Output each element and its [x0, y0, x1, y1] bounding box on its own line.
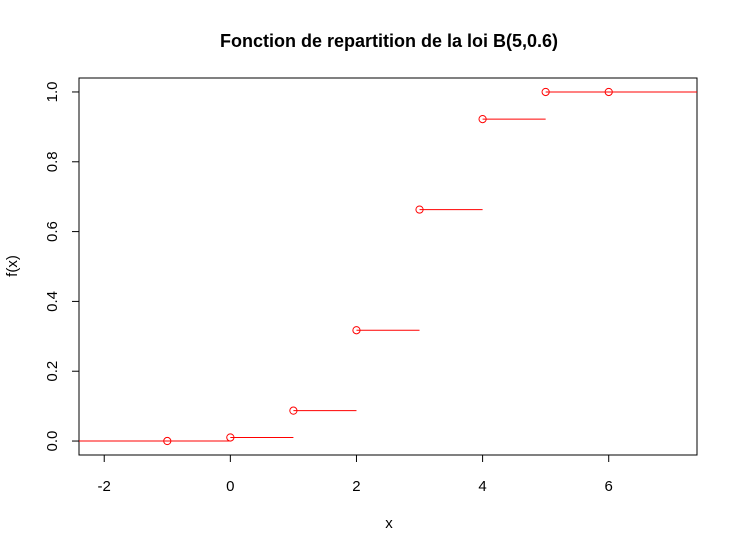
y-tick-label: 0.4	[44, 291, 61, 312]
x-axis: -2 0 2 4 6	[98, 454, 613, 495]
x-tick-label: -2	[98, 478, 111, 495]
plot-frame	[78, 77, 698, 456]
x-tick-label: 0	[226, 478, 234, 495]
y-tick-label: 1.0	[44, 82, 61, 103]
x-axis-label: x	[385, 515, 393, 532]
step-segments	[79, 91, 697, 442]
step-point	[163, 436, 172, 446]
x-tick-label: 4	[478, 478, 486, 495]
step-points	[163, 87, 613, 446]
step-point	[289, 406, 298, 415]
step-point	[226, 433, 235, 442]
y-tick-label: 0.6	[44, 221, 61, 242]
y-tick-label: 0.8	[44, 151, 61, 172]
y-axis: 0.0 0.2 0.4 0.6 0.8 1.0	[44, 82, 80, 452]
y-tick-label: 0.2	[44, 361, 61, 382]
x-tick-label: 6	[605, 478, 613, 495]
y-axis-label: f(x)	[4, 255, 21, 277]
step-point	[478, 115, 487, 124]
step-point	[541, 87, 550, 97]
x-tick-label: 2	[352, 478, 360, 495]
step-point	[352, 326, 361, 335]
step-point	[604, 87, 613, 97]
step-point	[415, 205, 424, 214]
chart-title: Fonction de repartition de la loi B(5,0.…	[220, 31, 558, 51]
y-tick-label: 0.0	[44, 431, 61, 452]
